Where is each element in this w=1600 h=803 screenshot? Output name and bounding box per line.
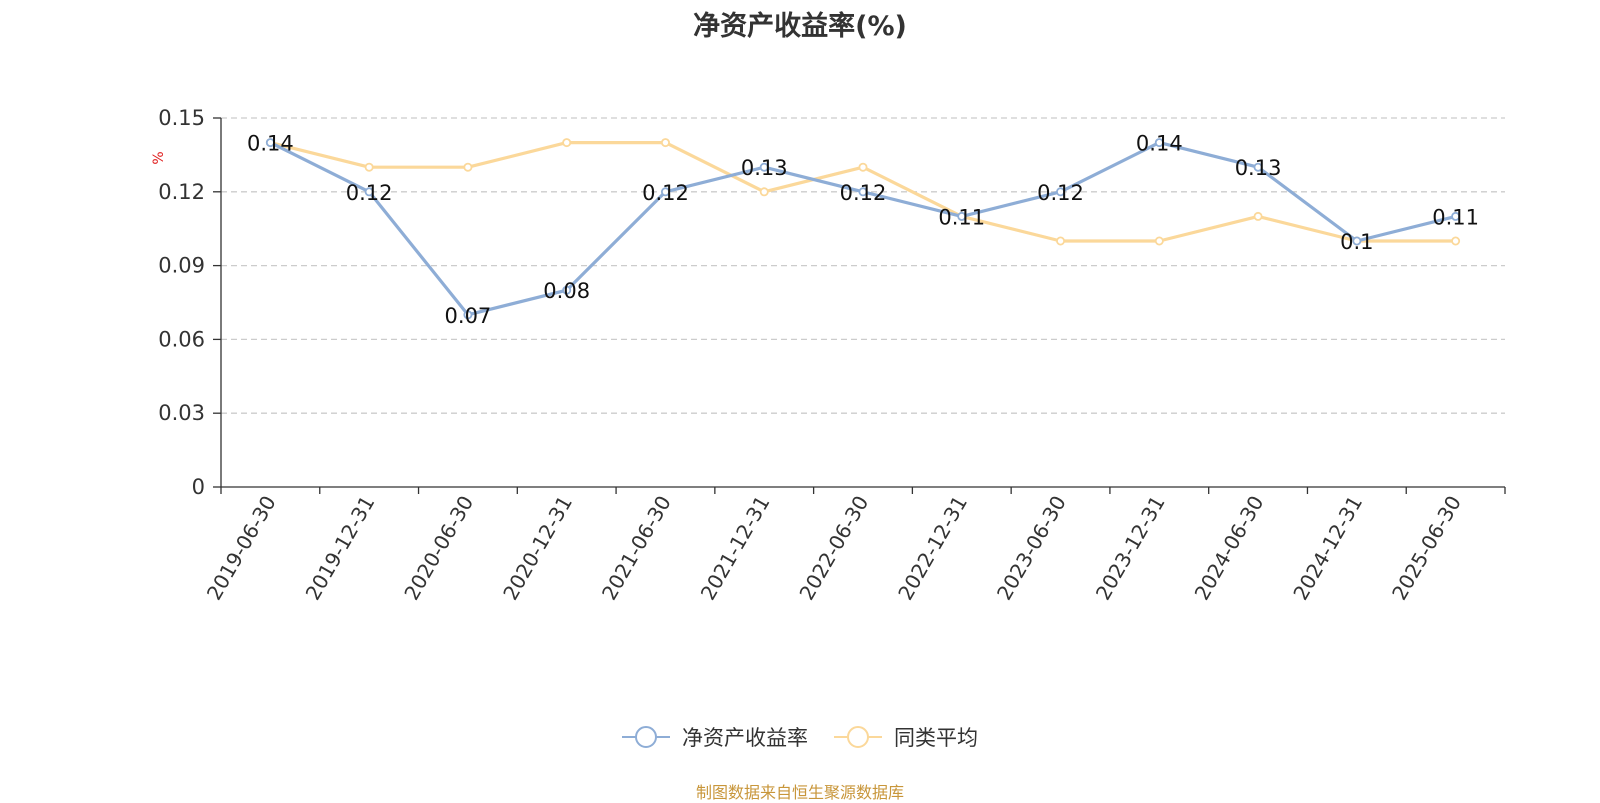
data-point-roe bbox=[1253, 162, 1263, 172]
y-tick-label: 0.09 bbox=[158, 254, 205, 278]
data-point-roe bbox=[1451, 211, 1461, 221]
x-tick-label: 2022-12-31 bbox=[893, 492, 972, 605]
data-point-peer-average bbox=[660, 138, 670, 148]
legend-label-roe: 净资产收益率 bbox=[682, 726, 808, 750]
x-tick-label: 2019-06-30 bbox=[202, 492, 281, 605]
data-label: 0.13 bbox=[741, 156, 788, 180]
data-point-peer-average bbox=[1154, 236, 1164, 246]
data-point-roe bbox=[1056, 187, 1066, 197]
legend: 净资产收益率 同类平均 bbox=[0, 722, 1600, 752]
data-source-note: 制图数据来自恒生聚源数据库 bbox=[695, 783, 904, 802]
data-point-roe bbox=[957, 211, 967, 221]
y-tick-label: 0.03 bbox=[158, 401, 205, 425]
x-tick-label: 2024-06-30 bbox=[1190, 492, 1269, 605]
data-label: 0.14 bbox=[247, 132, 294, 156]
x-tick-label: 2023-12-31 bbox=[1091, 492, 1170, 605]
data-label: 0.07 bbox=[445, 304, 492, 328]
series bbox=[265, 138, 1461, 320]
data-point-peer-average bbox=[1056, 236, 1066, 246]
data-label: 0.12 bbox=[642, 181, 689, 205]
data-point-peer-average bbox=[562, 138, 572, 148]
data-point-roe bbox=[562, 285, 572, 295]
data-label: 0.08 bbox=[543, 279, 590, 303]
data-point-peer-average bbox=[1253, 211, 1263, 221]
x-tick-label: 2020-06-30 bbox=[399, 492, 478, 605]
legend-label-peer-average: 同类平均 bbox=[894, 726, 978, 750]
data-label: 0.11 bbox=[938, 205, 985, 229]
data-label: 0.12 bbox=[346, 181, 393, 205]
y-tick-label: 0.15 bbox=[158, 106, 205, 130]
data-point-peer-average bbox=[858, 162, 868, 172]
x-tick-label: 2023-06-30 bbox=[992, 492, 1071, 605]
x-tick-label: 2024-12-31 bbox=[1288, 492, 1367, 605]
legend-swatch-peer-icon bbox=[834, 725, 882, 749]
data-label: 0.11 bbox=[1432, 205, 1479, 229]
data-label: 0.1 bbox=[1340, 230, 1373, 254]
x-tick-label: 2020-12-31 bbox=[498, 492, 577, 605]
data-point-peer-average bbox=[759, 187, 769, 197]
data-point-peer-average bbox=[1451, 236, 1461, 246]
x-tick-label: 2022-06-30 bbox=[794, 492, 873, 605]
data-point-roe bbox=[660, 187, 670, 197]
legend-item-roe[interactable]: 净资产收益率 bbox=[622, 722, 808, 752]
x-tick-label: 2019-12-31 bbox=[301, 492, 380, 605]
y-tick-label: 0 bbox=[192, 475, 205, 499]
data-label: 0.12 bbox=[1037, 181, 1084, 205]
x-tick-label: 2021-12-31 bbox=[696, 492, 775, 605]
data-point-roe bbox=[463, 310, 473, 320]
data-point-peer-average bbox=[463, 162, 473, 172]
data-point-roe bbox=[265, 138, 275, 148]
data-point-roe bbox=[1352, 236, 1362, 246]
data-label: 0.13 bbox=[1235, 156, 1282, 180]
data-label: 0.12 bbox=[840, 181, 887, 205]
x-tick-label: 2025-06-30 bbox=[1387, 492, 1466, 605]
y-tick-label: 0.12 bbox=[158, 180, 205, 204]
data-labels: 0.14 0.12 0.07 0.08 0.12 0.13 0.12 0.11 0.12 0.14… bbox=[247, 132, 1479, 328]
data-point-roe bbox=[858, 187, 868, 197]
grid-lines bbox=[221, 117, 1505, 414]
data-point-peer-average bbox=[364, 162, 374, 172]
data-point-roe bbox=[364, 187, 374, 197]
chart-title: 净资产收益率(%) bbox=[693, 11, 907, 42]
data-point-roe bbox=[759, 162, 769, 172]
legend-swatch-roe-icon bbox=[622, 725, 670, 749]
x-tick-label: 2021-06-30 bbox=[597, 492, 676, 605]
data-point-roe bbox=[1154, 138, 1164, 148]
y-tick-label: 0.06 bbox=[158, 327, 205, 351]
y-axis-label: % bbox=[151, 151, 167, 164]
legend-item-peer-average[interactable]: 同类平均 bbox=[834, 722, 978, 752]
data-label: 0.14 bbox=[1136, 132, 1183, 156]
